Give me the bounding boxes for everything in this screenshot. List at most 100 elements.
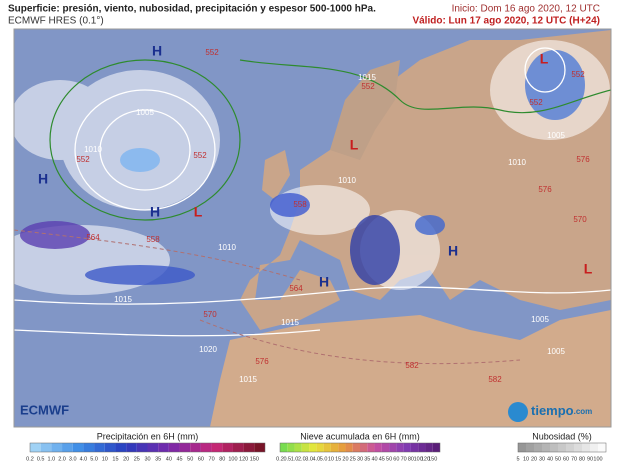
high-label: H <box>38 171 48 187</box>
low-label: L <box>584 261 593 277</box>
legend-label: 20 <box>342 456 348 462</box>
legend-swatch <box>200 443 212 452</box>
legend-label: 120 <box>421 456 430 462</box>
legend-title: Precipitación en 6H (mm) <box>97 431 199 441</box>
legend-swatch <box>598 443 606 452</box>
legend-label: 35 <box>155 456 161 462</box>
thicknes-label: 576 <box>538 185 552 194</box>
legend-swatch <box>316 443 324 452</box>
thicknes-label: 558 <box>146 235 160 244</box>
legend-swatch <box>526 443 534 452</box>
legend-swatch <box>518 443 526 452</box>
legend-label: 100 <box>228 456 237 462</box>
legend-swatch <box>352 443 360 452</box>
legend-label: 50 <box>187 456 193 462</box>
legend-swatch <box>294 443 302 452</box>
legend-label: 5 <box>516 456 519 462</box>
thickness-552 <box>49 59 611 221</box>
legend-swatch <box>550 443 558 452</box>
legend-swatch <box>432 443 440 452</box>
high-label: H <box>150 204 160 220</box>
legend-label: 70 <box>571 456 577 462</box>
thicknes-label: 552 <box>205 48 219 57</box>
legend-swatch <box>590 443 598 452</box>
legend-label: 0.5 <box>283 456 291 462</box>
thicknes-label: 552 <box>193 151 207 160</box>
thicknes-label: 552 <box>529 98 543 107</box>
legend-swatch <box>126 443 137 452</box>
legend-swatch <box>558 443 566 452</box>
legend-label: 70 <box>209 456 215 462</box>
legend-label: 4.0 <box>80 456 88 462</box>
legend-swatch <box>309 443 317 452</box>
high-label: H <box>152 43 162 59</box>
high-label: H <box>319 274 329 290</box>
legend-label: 60 <box>563 456 569 462</box>
map-labels: H H H H H L L L L 1005 1010 1015 1010 1005 1010 1010 101… <box>38 43 593 384</box>
legend-swatch <box>566 443 574 452</box>
legend-frame <box>29 442 266 453</box>
legend-label: 1.0 <box>48 456 56 462</box>
legend-label: 2.0 <box>58 456 66 462</box>
legend-label: 30 <box>357 456 363 462</box>
legend-label: 70 <box>401 456 407 462</box>
thicknes-label: 576 <box>255 357 269 366</box>
legend-label: 1.0 <box>291 456 299 462</box>
legend-swatch <box>374 443 382 452</box>
isobar-label: 1015 <box>114 295 132 304</box>
legend-swatch <box>136 443 148 452</box>
legend-label: 15 <box>112 456 118 462</box>
legend-label: 3.0 <box>69 456 77 462</box>
legend-swatch <box>582 443 590 452</box>
british-isles <box>262 150 290 200</box>
legend-swatch <box>72 443 84 452</box>
legend-title: Nieve acumulada en 6H (mm) <box>300 431 420 441</box>
legend-swatch <box>179 443 191 452</box>
legend-label: 15 <box>335 456 341 462</box>
isobar-label: 1005 <box>547 131 565 140</box>
legend-label: 20 <box>123 456 129 462</box>
isobar-label: 1005 <box>547 347 565 356</box>
legend-label: 30 <box>144 456 150 462</box>
thicknes-label: 570 <box>573 215 587 224</box>
isobar-label: 1015 <box>358 73 376 82</box>
isobar-label: 1010 <box>84 145 102 154</box>
thicknes-label: 564 <box>86 233 100 242</box>
legend-label: 20 <box>531 456 537 462</box>
legend-swatch <box>147 443 159 452</box>
legend-label: 80 <box>219 456 225 462</box>
legend-swatch <box>190 443 201 452</box>
valid-time: Válido: Lun 17 ago 2020, 12 UTC (H+24) <box>412 16 600 27</box>
ecmwf-logo: ECMWF <box>20 402 69 417</box>
legend-swatch <box>301 443 310 452</box>
legend-swatch <box>51 443 63 452</box>
tiempo-icon <box>508 402 528 422</box>
thickness-lines <box>14 229 521 365</box>
thicknes-label: 582 <box>405 361 419 370</box>
legend-swatch <box>410 443 419 452</box>
legend-label: 25 <box>350 456 356 462</box>
legend-swatch <box>323 443 331 452</box>
thicknes-label: 576 <box>576 155 590 164</box>
legend-swatch <box>345 443 353 452</box>
isobar-label: 1015 <box>281 318 299 327</box>
legend-swatch <box>232 443 244 452</box>
thicknes-label: 552 <box>571 70 585 79</box>
legend-label: 10 <box>102 456 108 462</box>
legend-label: 25 <box>134 456 140 462</box>
thicknes-label: 552 <box>361 82 375 91</box>
legend-title: Nubosidad (%) <box>532 431 592 441</box>
thicknes-label: 570 <box>203 310 217 319</box>
legend-label: 45 <box>379 456 385 462</box>
legend: Precipitación en 6H (mm)0.2 0.5 1.0 2.0 3.0 4… <box>26 431 607 462</box>
legend-swatch <box>280 443 288 452</box>
legend-label: 40 <box>166 456 172 462</box>
isobar-label: 1015 <box>239 375 257 384</box>
legend-label: 5.0 <box>320 456 328 462</box>
title: Superficie: presión, viento, nubosidad, … <box>8 4 376 15</box>
legend-swatch <box>211 443 223 452</box>
legend-swatch <box>94 443 105 452</box>
low-label: L <box>350 137 359 153</box>
legend-label: 100 <box>414 456 423 462</box>
